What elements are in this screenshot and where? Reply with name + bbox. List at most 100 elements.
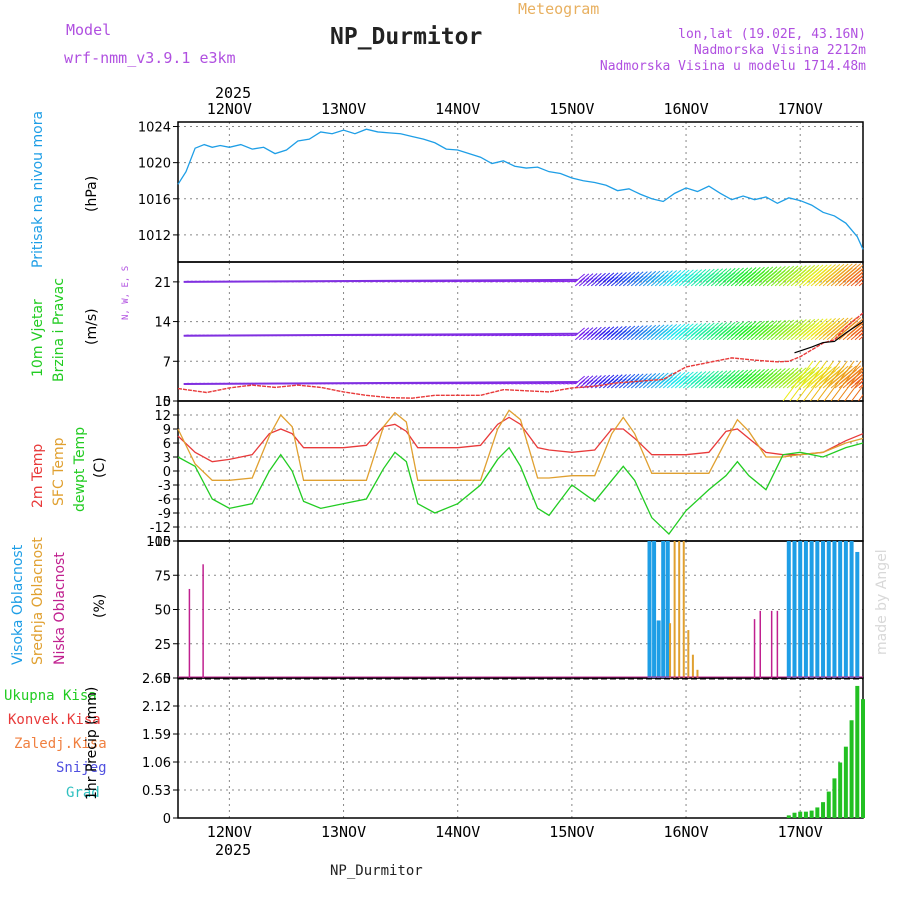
y-tick-label: -9 xyxy=(158,507,171,522)
wind-barb xyxy=(722,267,740,283)
wind-speed-line xyxy=(178,312,863,399)
wind-barb xyxy=(838,365,862,385)
wind-barb xyxy=(650,372,665,385)
wind-barb xyxy=(563,280,569,283)
dewpt-label: dewpt Temp xyxy=(72,427,88,512)
wind-barb xyxy=(551,280,557,283)
precip-bar xyxy=(838,762,843,818)
wind-barb xyxy=(766,266,786,283)
low-cloud-bar xyxy=(759,610,761,678)
panel-frame xyxy=(177,121,864,263)
wind-barb xyxy=(559,280,565,283)
day-label-bottom: 17NOV xyxy=(778,823,823,841)
wind-barb xyxy=(511,280,517,283)
wind-barb xyxy=(670,269,686,283)
wind-barb xyxy=(602,272,615,283)
wind-barb xyxy=(586,327,598,337)
wind-barb xyxy=(810,366,832,385)
precip-legend-conv: Konvek.Kisa xyxy=(8,712,101,728)
wind-barb xyxy=(837,366,863,401)
y-tick-label: -6 xyxy=(158,493,171,508)
wind-barb xyxy=(531,334,537,337)
panel-frame xyxy=(177,677,864,819)
wind-barb xyxy=(499,382,505,385)
wind-barb xyxy=(810,360,841,401)
wind-barb xyxy=(646,270,661,283)
wind-barb xyxy=(854,274,863,283)
wind-compass: N, W, E, S xyxy=(121,266,131,320)
wind-barb xyxy=(850,325,863,337)
y-tick-label: 1024 xyxy=(138,121,171,136)
pressure-unit: (hPa) xyxy=(84,176,100,212)
day-label-top: 12NOV xyxy=(207,100,252,118)
high-cloud-bar xyxy=(821,541,826,678)
wind-barb xyxy=(527,382,533,385)
wind-barb xyxy=(531,280,537,283)
wind-barb xyxy=(523,382,529,385)
wind-barb xyxy=(818,263,841,283)
wind-barb xyxy=(844,375,863,401)
wind-barb xyxy=(606,374,619,385)
wind-barb xyxy=(610,272,623,283)
wind-barb xyxy=(618,325,631,337)
wind-barb xyxy=(826,317,849,337)
wind-barb xyxy=(690,371,707,385)
wind-barb xyxy=(690,322,707,337)
wind-barb xyxy=(590,326,602,337)
high-cloud-bar xyxy=(809,541,814,678)
wind-barb xyxy=(527,280,533,283)
high-cloud-bar xyxy=(849,541,854,678)
y-tick-label: 21 xyxy=(154,276,171,291)
low-cloud-bar xyxy=(770,610,773,678)
wind-barb xyxy=(582,327,594,337)
wind-barb xyxy=(535,334,541,337)
y-tick-label: 1.06 xyxy=(142,756,171,771)
wind-barb xyxy=(838,263,862,283)
wind-barb xyxy=(674,269,690,283)
wind-barb xyxy=(519,382,525,385)
wind-barb xyxy=(698,370,715,385)
wind-barb xyxy=(766,368,786,385)
wind-barb xyxy=(543,334,549,337)
wind-barb xyxy=(854,278,863,287)
precip-legend-snow: Snijeg xyxy=(56,760,107,776)
wind-barb xyxy=(774,265,795,283)
wind-barb xyxy=(527,334,533,337)
sfctemp-label: SFC Temp xyxy=(51,437,67,506)
wind-barb xyxy=(503,280,509,283)
wind-barb xyxy=(555,382,561,385)
wind-barb xyxy=(802,318,824,337)
mid-cloud-bar xyxy=(669,623,672,678)
wind-barb xyxy=(714,321,732,337)
wind-barb xyxy=(658,270,673,283)
wind-barb xyxy=(782,319,803,337)
wind-barb xyxy=(746,368,765,385)
wind-barb xyxy=(531,382,537,385)
precip-bar xyxy=(821,802,826,818)
wind-barb xyxy=(851,384,863,401)
wind-barb xyxy=(854,328,863,337)
wind-barb xyxy=(678,269,694,283)
high-cloud-bar xyxy=(855,551,860,678)
wind-label: 10m Vjetar xyxy=(30,299,46,377)
wind-gust-line xyxy=(794,321,863,354)
wind-barb xyxy=(770,319,790,337)
wind-barb xyxy=(606,272,619,283)
y-tick-label: 25 xyxy=(154,638,171,653)
wind-barb xyxy=(742,320,761,337)
wind-barb xyxy=(666,372,682,385)
wind-barb xyxy=(499,280,505,283)
wind-barb xyxy=(690,269,707,283)
model-label: Model xyxy=(66,21,111,39)
model-altitude-text: Nadmorska Visina u modelu 1714.48m xyxy=(600,59,866,74)
wind-barb xyxy=(834,263,857,283)
wind-barb xyxy=(559,334,565,337)
year-top: 2025 xyxy=(215,84,251,102)
wind-barb xyxy=(702,370,719,385)
pressure-label: Pritisak na nivou mora xyxy=(30,111,46,268)
wind-barb xyxy=(590,375,602,385)
wind-barb xyxy=(810,318,832,337)
wind-barb xyxy=(742,369,761,385)
wind-barb xyxy=(730,369,749,385)
